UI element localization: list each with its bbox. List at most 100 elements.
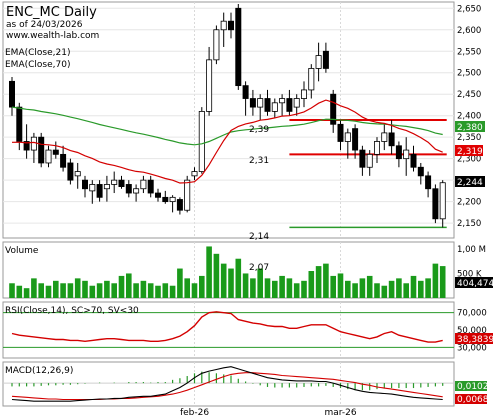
macd-signal-line: [11, 372, 443, 401]
candle-body: [96, 184, 103, 198]
volume-bar: [330, 275, 336, 298]
volume-bar: [301, 280, 307, 298]
candle-body: [359, 149, 366, 168]
rsi-title: RSI(Close,14), SC>70, SV<30: [5, 306, 139, 316]
candle-body: [410, 153, 417, 168]
annotation-level-214: 2,14: [249, 232, 269, 242]
macd-last-badge: 0,0102: [455, 381, 489, 392]
volume-bar: [162, 283, 169, 298]
candle-body: [264, 98, 271, 112]
candle-body: [242, 85, 249, 99]
price-y-tick: 2,150: [457, 219, 481, 229]
candle-body: [235, 7, 242, 87]
price-y-tick: 2,450: [457, 90, 481, 100]
rsi-panel-frame: [2, 301, 455, 359]
svg-text:2,244: 2,244: [457, 178, 483, 188]
candle-body: [388, 132, 395, 147]
volume-bar: [352, 283, 358, 298]
volume-bar: [264, 278, 271, 298]
candle-body: [184, 179, 191, 211]
volume-bar: [126, 273, 132, 298]
svg-text:2,380: 2,380: [457, 123, 483, 133]
candle-body: [60, 153, 67, 168]
volume-bar: [308, 271, 315, 298]
candle-body: [439, 182, 446, 220]
candle-body: [74, 171, 81, 177]
candle-body: [133, 188, 140, 194]
rsi-line: [11, 311, 443, 343]
candle-body: [249, 98, 256, 108]
candle-body: [206, 59, 213, 112]
volume-bar: [23, 288, 30, 298]
volume-bar: [228, 268, 234, 298]
volume-annotation: 2,07: [249, 263, 269, 273]
volume-last-badge: 404,474: [455, 277, 494, 289]
ema70-label: EMA(Close,70): [5, 60, 70, 70]
rsi-series: [3, 311, 454, 348]
volume-bar: [96, 283, 103, 298]
price-y-tick: 2,200: [457, 198, 481, 208]
candle-body: [403, 149, 410, 160]
volume-bar: [74, 278, 81, 298]
candle-body: [45, 149, 52, 164]
volume-bar: [359, 278, 366, 298]
candle-body: [154, 192, 161, 198]
candle-body: [147, 179, 154, 194]
ema70-badge: 2,380: [455, 121, 485, 133]
volume-bar: [133, 283, 139, 298]
volume-bar: [293, 283, 300, 298]
volume-bar: [220, 263, 227, 298]
volume-bar: [155, 285, 161, 298]
volume-bar: [67, 283, 74, 298]
price-y-tick: 2,400: [457, 112, 481, 122]
volume-bar: [140, 280, 147, 298]
candle-body: [417, 166, 424, 177]
volume-bar: [184, 278, 190, 298]
annotation-level-231: 2,31: [249, 156, 269, 166]
volume-bar: [257, 268, 263, 298]
volume-bar: [410, 275, 417, 298]
candle-body: [176, 199, 183, 211]
candle-body: [52, 149, 59, 155]
candle-body: [30, 136, 37, 151]
ema70-line: [11, 106, 443, 146]
candle-body: [103, 184, 110, 190]
volume-series: [9, 246, 446, 298]
ema21-line: [11, 99, 443, 184]
candle-body: [82, 179, 89, 190]
volume-bar: [403, 283, 409, 298]
candle-body: [366, 153, 373, 168]
volume-bar: [396, 278, 402, 298]
price-y-tick: 2,650: [457, 4, 481, 14]
chart-title: ENC_MC Daily: [6, 5, 97, 20]
price-y-tick: 2,350: [457, 133, 481, 143]
volume-bar: [418, 280, 424, 298]
ema-series: [11, 99, 443, 184]
candle-body: [67, 162, 74, 181]
volume-bar: [250, 278, 256, 298]
volume-bar: [169, 285, 176, 298]
volume-bar: [206, 246, 212, 298]
candle-body: [293, 98, 300, 108]
price-y-tick: 2,300: [457, 155, 481, 165]
macd-title: MACD(12,26,9): [5, 366, 73, 376]
volume-bar: [374, 283, 380, 298]
candle-body: [213, 29, 220, 61]
candlestick-series: [8, 4, 446, 228]
candle-body: [322, 50, 329, 69]
candle-body: [89, 184, 96, 192]
macd-line: [11, 366, 443, 402]
svg-text:404,474: 404,474: [457, 279, 494, 289]
last-price-badge: 2,244: [455, 176, 485, 188]
volume-bar: [323, 263, 329, 298]
volume-bar: [286, 278, 293, 298]
volume-bar: [82, 280, 88, 298]
candle-body: [38, 136, 45, 164]
rsi-y-tick: 30,000: [457, 343, 487, 353]
candle-body: [373, 141, 380, 155]
volume-bar: [89, 285, 96, 298]
volume-bar: [242, 273, 249, 298]
candle-body: [118, 179, 125, 187]
svg-text:0,0068: 0,0068: [457, 395, 489, 405]
candle-body: [279, 98, 286, 104]
